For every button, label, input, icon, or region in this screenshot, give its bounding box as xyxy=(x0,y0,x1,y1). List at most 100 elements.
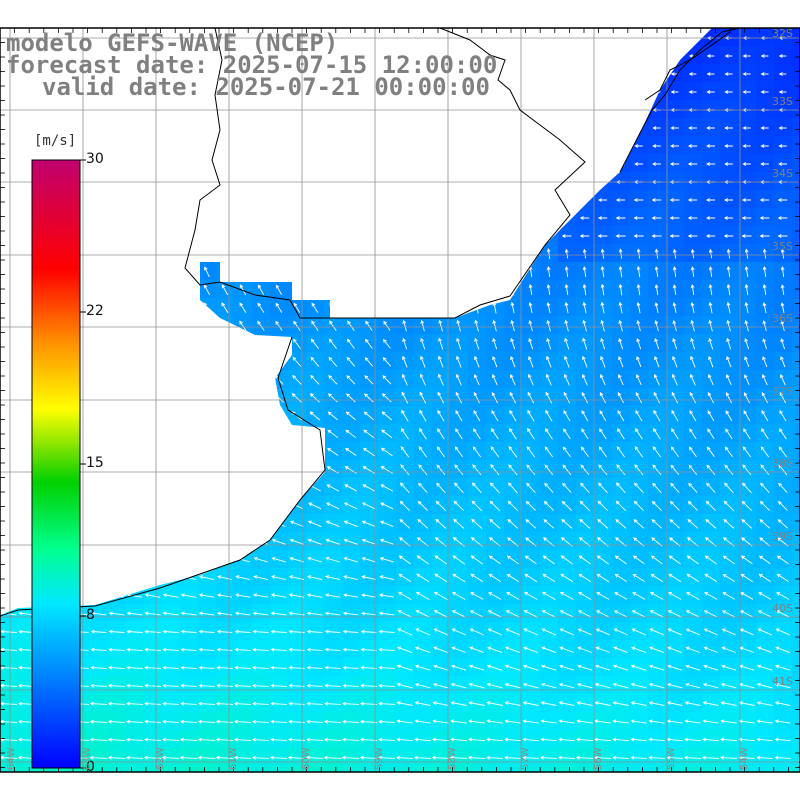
wind-arrow xyxy=(420,283,425,296)
wind-arrow xyxy=(546,248,551,259)
wind-arrow xyxy=(651,519,663,529)
speed-cell xyxy=(396,352,415,371)
speed-cell xyxy=(648,532,667,551)
wind-arrow xyxy=(162,629,179,634)
speed-cell xyxy=(540,136,559,155)
speed-cell xyxy=(234,208,253,227)
speed-cell xyxy=(666,712,685,731)
speed-cell xyxy=(630,622,649,641)
speed-cell xyxy=(162,586,181,605)
speed-cell xyxy=(162,352,181,371)
speed-cell xyxy=(342,586,361,605)
wind-arrow xyxy=(557,755,576,760)
speed-cell xyxy=(594,136,613,155)
speed-cell xyxy=(774,388,793,407)
wind-arrow xyxy=(93,393,104,403)
wind-arrow xyxy=(702,701,719,706)
wind-arrow xyxy=(579,216,590,220)
wind-arrow xyxy=(127,502,142,510)
wind-arrow xyxy=(326,502,340,510)
wind-arrow xyxy=(704,592,718,600)
speed-cell xyxy=(378,262,397,281)
speed-cell xyxy=(342,550,361,569)
speed-cell xyxy=(648,658,667,677)
wind-arrow xyxy=(20,484,34,492)
wind-arrow xyxy=(199,502,214,510)
speed-cell xyxy=(792,532,800,551)
speed-cell xyxy=(540,154,559,173)
speed-cell xyxy=(666,82,685,101)
speed-cell xyxy=(648,154,667,173)
wind-arrow xyxy=(670,126,679,130)
speed-cell xyxy=(360,388,379,407)
speed-cell xyxy=(414,604,433,623)
speed-cell xyxy=(288,532,307,551)
wind-arrow xyxy=(492,337,498,350)
speed-cell xyxy=(432,424,451,443)
wind-arrow xyxy=(742,464,752,476)
wind-arrow xyxy=(107,683,126,688)
speed-cell xyxy=(720,658,739,677)
wind-arrow xyxy=(257,338,265,349)
wind-arrow xyxy=(633,519,645,529)
speed-cell xyxy=(162,622,181,641)
wind-arrow xyxy=(545,428,553,440)
wind-arrow xyxy=(743,410,751,422)
speed-cell xyxy=(360,496,379,515)
wind-arrow xyxy=(504,664,521,671)
speed-cell xyxy=(612,82,631,101)
wind-arrow xyxy=(687,198,698,202)
speed-cell xyxy=(396,460,415,479)
wind-arrow xyxy=(595,610,610,618)
speed-cell xyxy=(180,100,199,119)
wind-arrow xyxy=(366,212,371,223)
speed-cell xyxy=(738,550,757,569)
speed-cell xyxy=(756,46,775,65)
wind-arrow xyxy=(672,302,677,314)
wind-arrow xyxy=(690,337,696,350)
wind-arrow xyxy=(654,319,659,332)
speed-cell xyxy=(162,136,181,155)
speed-cell xyxy=(396,640,415,659)
wind-arrow xyxy=(180,665,197,670)
wind-arrow xyxy=(258,194,263,205)
speed-cell xyxy=(594,28,613,47)
speed-cell xyxy=(396,478,415,497)
wind-arrow xyxy=(306,611,323,616)
speed-cell xyxy=(270,244,289,263)
speed-cell xyxy=(198,370,217,389)
wind-arrow xyxy=(417,500,428,511)
speed-cell xyxy=(738,82,757,101)
speed-cell xyxy=(342,208,361,227)
wind-arrow xyxy=(598,162,607,166)
speed-cell xyxy=(684,172,703,191)
wind-arrow xyxy=(780,338,786,350)
wind-arrow xyxy=(378,755,396,760)
speed-cell xyxy=(756,136,775,155)
wind-arrow xyxy=(348,212,353,223)
speed-cell xyxy=(252,766,271,772)
speed-cell xyxy=(666,730,685,749)
wind-arrow xyxy=(312,248,318,259)
wind-arrow xyxy=(240,140,245,151)
speed-cell xyxy=(720,496,739,515)
speed-cell xyxy=(90,280,109,299)
speed-cell xyxy=(648,118,667,137)
wind-arrow xyxy=(561,500,572,511)
speed-cell xyxy=(432,766,451,772)
speed-cell xyxy=(306,712,325,731)
speed-cell xyxy=(504,244,523,263)
speed-cell xyxy=(576,460,595,479)
wind-arrow xyxy=(468,701,485,706)
wind-arrow xyxy=(667,664,683,671)
speed-cell xyxy=(144,586,163,605)
speed-cell xyxy=(594,766,613,772)
speed-cell xyxy=(162,226,181,245)
speed-cell xyxy=(162,496,181,515)
speed-cell xyxy=(180,514,199,533)
wind-arrow xyxy=(114,230,120,242)
speed-cell xyxy=(108,388,127,407)
speed-cell xyxy=(576,172,595,191)
wind-arrow xyxy=(252,701,270,706)
wind-arrow xyxy=(780,248,785,259)
